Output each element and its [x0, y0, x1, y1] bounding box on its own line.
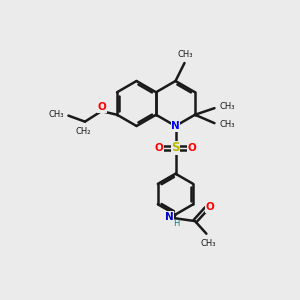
Text: O: O — [206, 202, 214, 212]
Text: CH₃: CH₃ — [177, 50, 193, 58]
Text: CH₂: CH₂ — [76, 127, 91, 136]
Text: CH₃: CH₃ — [220, 102, 236, 111]
Text: CH₃: CH₃ — [220, 119, 236, 128]
Text: H: H — [173, 219, 179, 228]
Text: N: N — [171, 121, 180, 131]
Text: O: O — [154, 142, 164, 153]
Text: O: O — [98, 102, 106, 112]
Text: CH₃: CH₃ — [200, 239, 216, 248]
Text: S: S — [171, 141, 180, 154]
Text: O: O — [188, 142, 196, 153]
Text: CH₃: CH₃ — [48, 110, 64, 118]
Text: N: N — [164, 212, 173, 222]
